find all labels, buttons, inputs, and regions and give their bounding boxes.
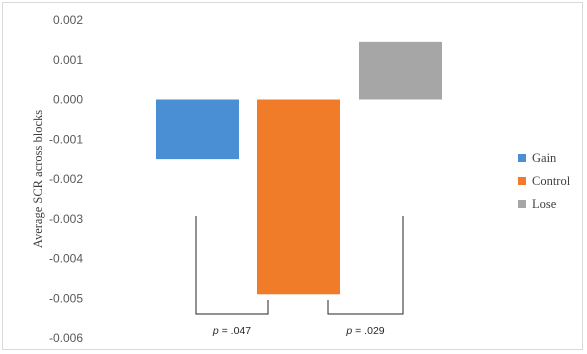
legend-swatch-gain	[518, 154, 526, 162]
legend-label-gain: Gain	[532, 151, 557, 165]
y-axis-label: Average SCR across blocks	[31, 110, 45, 248]
legend-swatch-control	[518, 177, 526, 185]
legend-swatch-lose	[518, 200, 526, 208]
p-value-label-2: p = .029	[345, 325, 384, 337]
bar-gain	[156, 99, 239, 160]
p-value-label-1: p = .047	[212, 325, 251, 337]
bar-control	[257, 99, 340, 295]
y-tick-label: -0.006	[49, 331, 83, 345]
y-tick-label: 0.002	[53, 13, 83, 27]
y-tick-label: -0.002	[49, 172, 83, 186]
y-tick-label: -0.001	[49, 132, 83, 146]
significance-bracket-control-lose	[327, 216, 404, 315]
bar-lose	[359, 41, 442, 100]
legend-label-lose: Lose	[532, 197, 557, 211]
y-tick-label: 0.001	[53, 53, 83, 67]
chart-frame: 0.002 0.001 0.000 -0.001 -0.002 -0.003 -0.004 -…	[2, 2, 583, 350]
significance-bracket-gain-control	[195, 216, 269, 315]
y-tick-label: -0.004	[49, 252, 83, 266]
bar-chart: 0.002 0.001 0.000 -0.001 -0.002 -0.003 -0.004 -…	[31, 13, 571, 345]
y-tick-label: 0.000	[53, 93, 83, 107]
y-tick-label: -0.005	[49, 291, 83, 305]
y-tick-label: -0.003	[49, 212, 83, 226]
legend-label-control: Control	[532, 174, 571, 188]
